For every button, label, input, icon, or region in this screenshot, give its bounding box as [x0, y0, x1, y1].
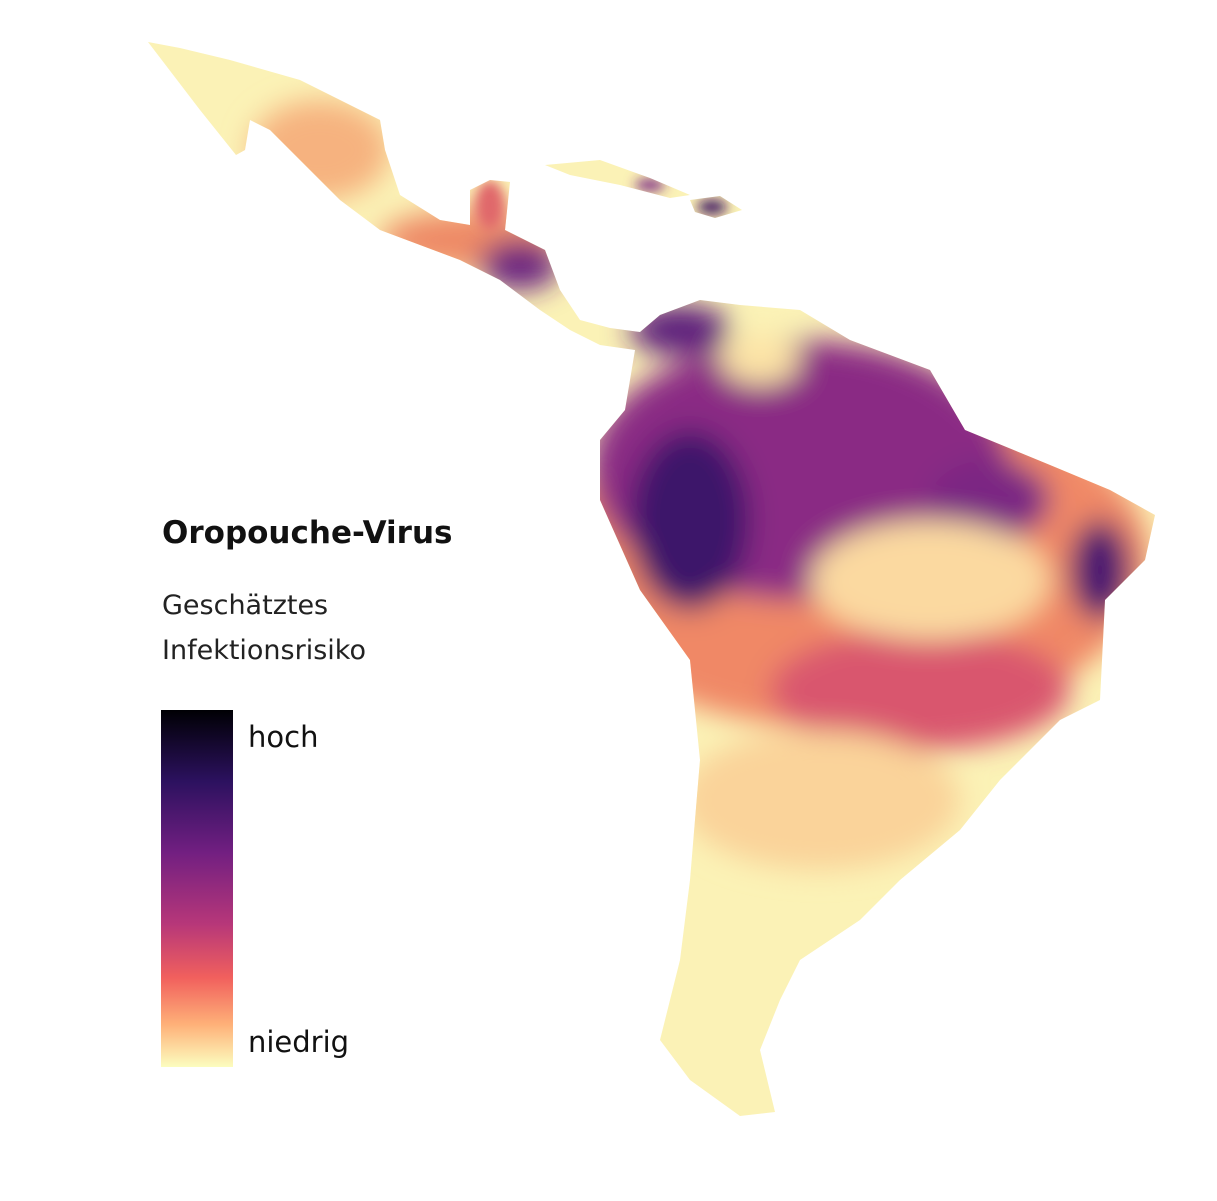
legend-subtitle: Infektionsrisiko — [162, 635, 366, 666]
color-scale — [161, 710, 233, 1067]
legend-low-label: niedrig — [248, 1025, 349, 1059]
legend-high-label: hoch — [248, 720, 318, 754]
legend-title: Oropouche-Virus — [162, 515, 452, 551]
legend-subtitle: Geschätztes — [162, 590, 328, 621]
